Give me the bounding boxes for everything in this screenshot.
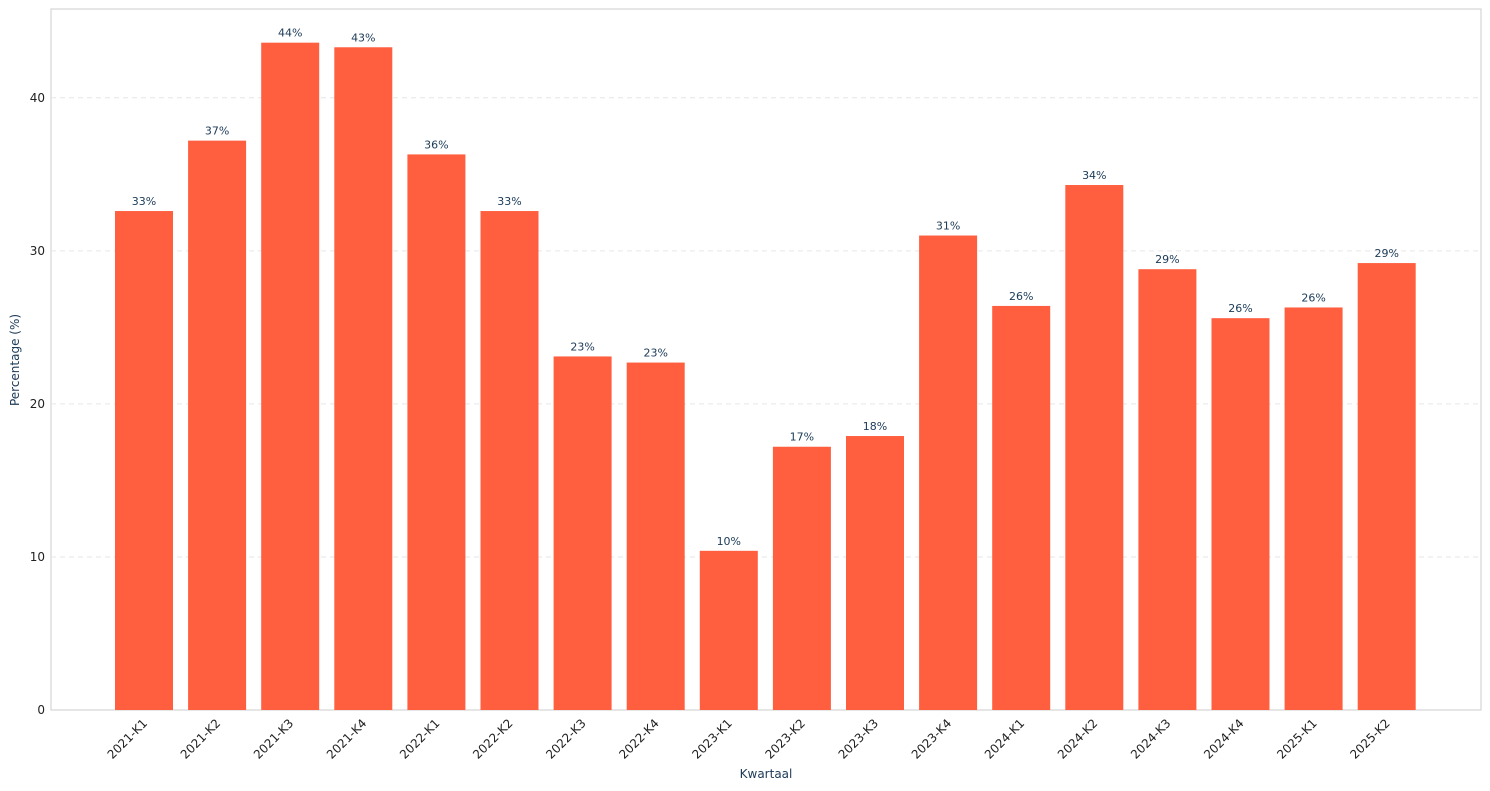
data-label: 26% <box>1301 291 1325 304</box>
x-tick-label: 2024-K2 <box>1055 716 1101 762</box>
bar <box>1357 263 1416 710</box>
data-label: 23% <box>570 340 594 353</box>
bar <box>846 436 904 710</box>
data-label: 10% <box>717 535 741 548</box>
bar <box>1284 307 1343 710</box>
bar <box>1065 185 1124 711</box>
bar <box>115 211 173 711</box>
x-tick-label: 2024-K1 <box>982 716 1028 762</box>
data-label: 34% <box>1082 169 1106 182</box>
bar <box>334 47 393 711</box>
bar <box>188 140 247 711</box>
x-tick-label: 2024-K4 <box>1201 716 1247 762</box>
bar <box>919 235 978 710</box>
data-label: 26% <box>1228 302 1252 315</box>
data-label: 36% <box>424 138 448 151</box>
bar <box>1138 269 1197 710</box>
data-label: 43% <box>351 31 375 44</box>
x-tick-label: 2023-K4 <box>909 716 955 762</box>
data-label: 44% <box>278 27 302 40</box>
data-label: 23% <box>643 347 667 360</box>
x-tick-label: 2025-K1 <box>1274 716 1320 762</box>
y-axis-ticks: 0 10 20 30 40 <box>30 91 45 717</box>
x-tick-label: 2022-K3 <box>543 716 589 762</box>
y-tick-label: 0 <box>37 703 45 717</box>
bar <box>626 362 685 710</box>
data-label: 33% <box>497 195 521 208</box>
x-tick-label: 2023-K3 <box>836 716 882 762</box>
x-tick-label: 2025-K2 <box>1347 716 1393 762</box>
data-label: 26% <box>1009 290 1033 303</box>
y-tick-label: 30 <box>30 244 45 258</box>
data-label: 37% <box>205 125 229 138</box>
bar <box>407 154 466 710</box>
x-tick-label: 2022-K4 <box>616 716 662 762</box>
data-label: 17% <box>790 431 814 444</box>
x-tick-label: 2021-K2 <box>178 716 224 762</box>
data-label: 33% <box>132 195 156 208</box>
data-label: 18% <box>863 420 887 433</box>
x-tick-label: 2022-K1 <box>397 716 443 762</box>
bar <box>261 42 320 711</box>
bar <box>699 550 758 710</box>
y-tick-label: 20 <box>30 397 45 411</box>
data-label: 29% <box>1155 253 1179 266</box>
x-tick-label: 2021-K1 <box>105 716 151 762</box>
x-tick-label: 2023-K2 <box>763 716 809 762</box>
x-axis-title: Kwartaal <box>740 767 793 781</box>
data-labels: 33% 37% 44% 43% 36% 33% 23% 23% 10% 17% 18% 31% 26% 3… <box>132 27 1399 548</box>
x-tick-label: 2024-K3 <box>1128 716 1174 762</box>
bar <box>992 305 1051 710</box>
y-tick-label: 10 <box>30 550 45 564</box>
x-tick-label: 2022-K2 <box>470 716 516 762</box>
data-label: 29% <box>1374 247 1398 260</box>
bar <box>772 446 831 710</box>
x-axis-ticks: 2021-K1 2021-K2 2021-K3 2021-K4 2022-K1 2022-… <box>105 716 1393 762</box>
bars <box>115 42 1416 711</box>
x-tick-label: 2021-K4 <box>324 716 370 762</box>
data-label: 31% <box>936 220 960 233</box>
x-tick-label: 2023-K1 <box>689 716 735 762</box>
y-tick-label: 40 <box>30 91 45 105</box>
bar <box>553 356 612 710</box>
x-tick-label: 2021-K3 <box>251 716 297 762</box>
bar <box>1211 318 1270 710</box>
bar <box>480 211 539 711</box>
y-axis-title: Percentage (%) <box>8 314 22 406</box>
